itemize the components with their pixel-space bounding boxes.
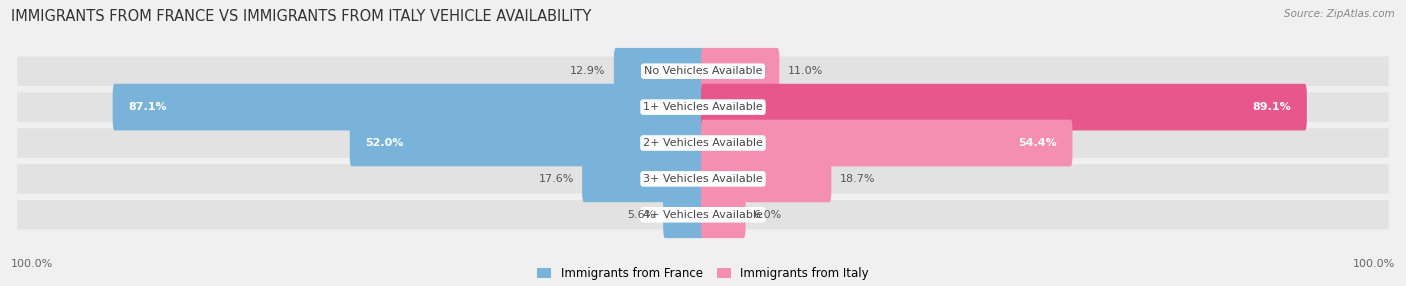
FancyBboxPatch shape (702, 191, 745, 238)
FancyBboxPatch shape (17, 92, 1389, 122)
FancyBboxPatch shape (702, 156, 831, 202)
Text: 52.0%: 52.0% (366, 138, 404, 148)
Text: 54.4%: 54.4% (1018, 138, 1057, 148)
FancyBboxPatch shape (17, 164, 1389, 194)
Legend: Immigrants from France, Immigrants from Italy: Immigrants from France, Immigrants from … (537, 267, 869, 280)
FancyBboxPatch shape (350, 120, 704, 166)
Text: 100.0%: 100.0% (1353, 259, 1395, 269)
FancyBboxPatch shape (614, 48, 704, 95)
Text: No Vehicles Available: No Vehicles Available (644, 66, 762, 76)
FancyBboxPatch shape (702, 48, 779, 95)
Text: Source: ZipAtlas.com: Source: ZipAtlas.com (1284, 9, 1395, 19)
Text: IMMIGRANTS FROM FRANCE VS IMMIGRANTS FROM ITALY VEHICLE AVAILABILITY: IMMIGRANTS FROM FRANCE VS IMMIGRANTS FRO… (11, 9, 592, 23)
Text: 87.1%: 87.1% (128, 102, 167, 112)
Text: 100.0%: 100.0% (11, 259, 53, 269)
FancyBboxPatch shape (702, 84, 1306, 130)
FancyBboxPatch shape (664, 191, 704, 238)
Text: 4+ Vehicles Available: 4+ Vehicles Available (643, 210, 763, 220)
FancyBboxPatch shape (17, 128, 1389, 158)
Text: 3+ Vehicles Available: 3+ Vehicles Available (643, 174, 763, 184)
Text: 6.0%: 6.0% (754, 210, 782, 220)
Text: 2+ Vehicles Available: 2+ Vehicles Available (643, 138, 763, 148)
Text: 1+ Vehicles Available: 1+ Vehicles Available (643, 102, 763, 112)
FancyBboxPatch shape (112, 84, 704, 130)
FancyBboxPatch shape (17, 57, 1389, 86)
Text: 89.1%: 89.1% (1253, 102, 1291, 112)
FancyBboxPatch shape (17, 200, 1389, 229)
Text: 12.9%: 12.9% (571, 66, 606, 76)
FancyBboxPatch shape (702, 120, 1073, 166)
Text: 11.0%: 11.0% (787, 66, 823, 76)
Text: 18.7%: 18.7% (839, 174, 875, 184)
Text: 17.6%: 17.6% (538, 174, 574, 184)
Text: 5.6%: 5.6% (627, 210, 655, 220)
FancyBboxPatch shape (582, 156, 704, 202)
